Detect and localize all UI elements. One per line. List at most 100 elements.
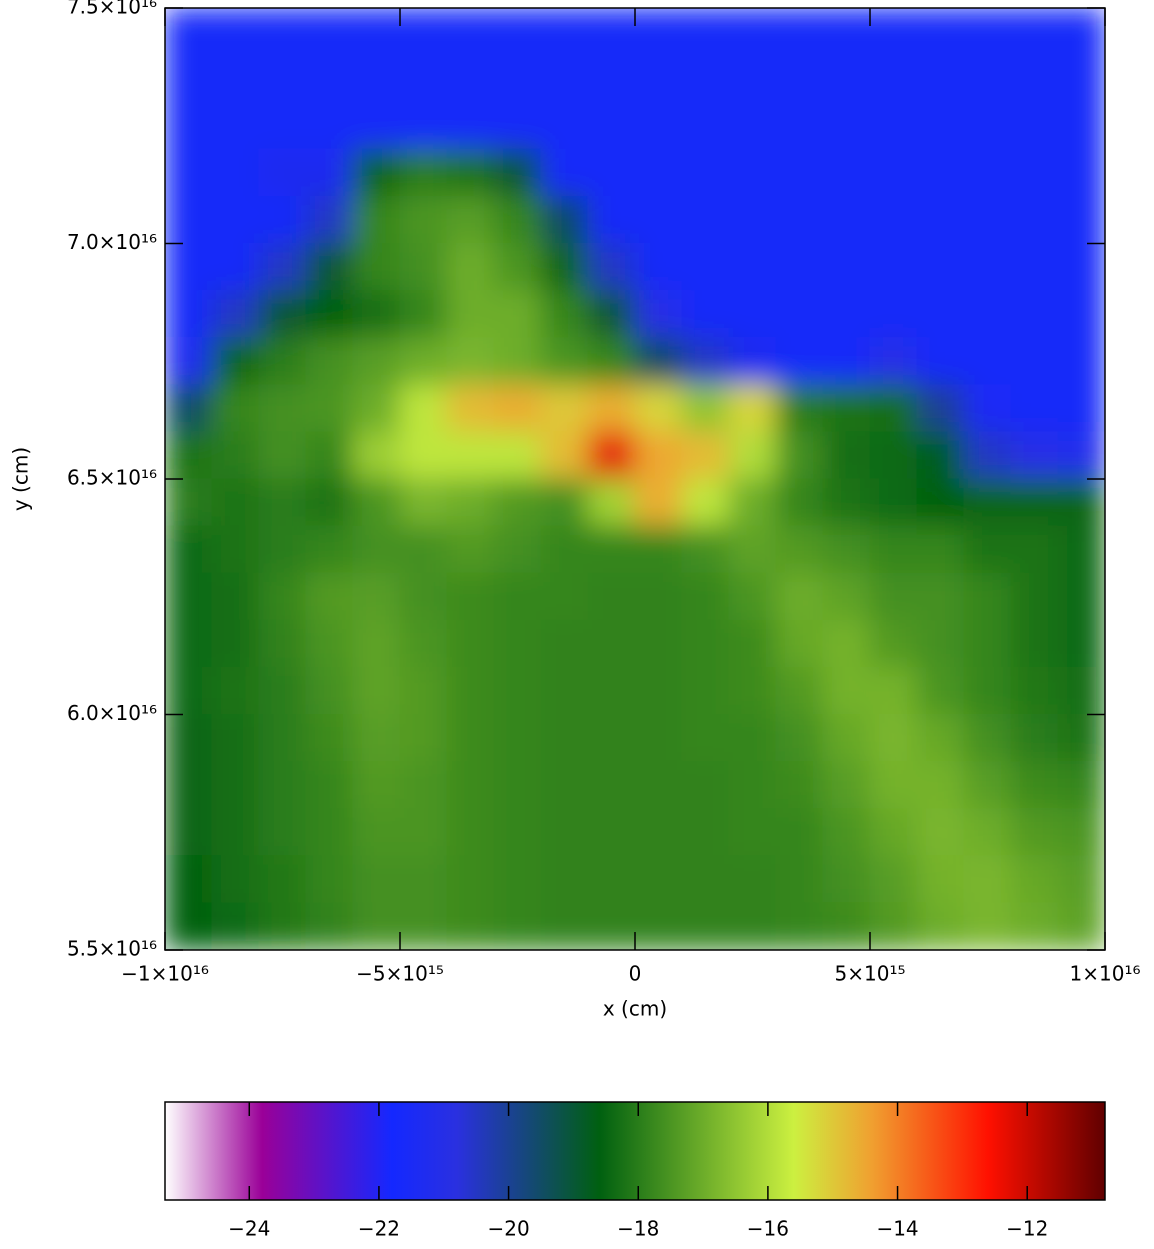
heatmap-cell [211, 101, 260, 150]
heatmap-cell [775, 431, 824, 480]
heatmap-cell [728, 243, 777, 292]
heatmap-cell [728, 761, 777, 810]
heatmap-cell [822, 666, 871, 715]
heatmap-cell [587, 666, 636, 715]
heatmap-cell [869, 337, 918, 386]
heatmap-cell [493, 101, 542, 150]
heatmap-cell [258, 8, 307, 56]
heatmap-cell [681, 572, 730, 621]
heatmap-cell [916, 54, 965, 103]
heatmap-cell [963, 572, 1012, 621]
heatmap-cell [211, 855, 260, 904]
heatmap-cell [352, 290, 401, 339]
y-tick-label: 7.5×10¹⁶ [67, 0, 157, 19]
heatmap-cell [728, 714, 777, 763]
heatmap-cell [775, 384, 824, 433]
heatmap-cell [822, 54, 871, 103]
heatmap-cell [822, 384, 871, 433]
heatmap-cell [822, 902, 871, 950]
heatmap-cell [1057, 666, 1105, 715]
heatmap-cell [211, 8, 260, 56]
heatmap-cell [775, 337, 824, 386]
heatmap-cell [305, 478, 354, 527]
heatmap-cell [446, 337, 495, 386]
heatmap-cell [869, 808, 918, 857]
heatmap-cell [634, 148, 683, 197]
colorbar-frame [164, 1101, 1106, 1201]
heatmap-cell [1057, 337, 1105, 386]
heatmap-cell [305, 666, 354, 715]
heatmap-cell [211, 714, 260, 763]
heatmap-cell [587, 148, 636, 197]
heatmap-cell [540, 54, 589, 103]
heatmap-cell [1010, 8, 1059, 56]
heatmap-cell [775, 714, 824, 763]
heatmap-cell [775, 195, 824, 244]
heatmap-cell [305, 525, 354, 574]
heatmap-cell [1057, 148, 1105, 197]
heatmap-cell [869, 902, 918, 950]
heatmap-cell [681, 243, 730, 292]
colorbar-fill [165, 1102, 1105, 1200]
x-tick-label: −1×10¹⁶ [121, 962, 209, 986]
heatmap-cell [258, 195, 307, 244]
heatmap-cell [446, 761, 495, 810]
heatmap-cell [446, 101, 495, 150]
heatmap-cell [1057, 54, 1105, 103]
heatmap-cell [728, 431, 777, 480]
heatmap-cell [1057, 384, 1105, 433]
heatmap-cell [822, 714, 871, 763]
heatmap-cell [916, 478, 965, 527]
heatmap-cell [963, 525, 1012, 574]
heatmap-cell [634, 619, 683, 668]
heatmap-cell [775, 290, 824, 339]
heatmap-cell [540, 572, 589, 621]
heatmap-cell [916, 525, 965, 574]
heatmap-cell [587, 714, 636, 763]
x-tick-label: 0 [629, 962, 642, 986]
heatmap-cell [775, 8, 824, 56]
heatmap-cell [1010, 290, 1059, 339]
heatmap-cell [869, 431, 918, 480]
heatmap-cell [728, 337, 777, 386]
heatmap-cell [775, 666, 824, 715]
heatmap-cell [869, 195, 918, 244]
heatmap-cell [165, 714, 213, 763]
heatmap-cell [352, 572, 401, 621]
heatmap-cell [963, 337, 1012, 386]
heatmap-cell [775, 243, 824, 292]
heatmap-cell [681, 478, 730, 527]
heatmap-cell [822, 290, 871, 339]
heatmap-cell [352, 384, 401, 433]
heatmap-cell [1010, 243, 1059, 292]
heatmap-cell [916, 195, 965, 244]
heatmap-cell [869, 525, 918, 574]
heatmap-cell [446, 431, 495, 480]
heatmap-cell [728, 808, 777, 857]
heatmap-cell [352, 54, 401, 103]
heatmap-cell [728, 478, 777, 527]
heatmap-cell [916, 337, 965, 386]
heatmap-cell [1057, 195, 1105, 244]
heatmap-cell [540, 808, 589, 857]
heatmap-cell [1057, 902, 1105, 950]
heatmap-cell [211, 384, 260, 433]
heatmap-cell [1057, 619, 1105, 668]
heatmap-cell [540, 148, 589, 197]
heatmap-cell [446, 384, 495, 433]
heatmap-cell [352, 714, 401, 763]
heatmap-cell [399, 572, 448, 621]
heatmap-cell [916, 902, 965, 950]
heatmap-cell [869, 290, 918, 339]
heatmap-cell [634, 101, 683, 150]
heatmap-cell [916, 855, 965, 904]
heatmap-cell [305, 714, 354, 763]
heatmap-cell [165, 384, 213, 433]
heatmap-cell [728, 525, 777, 574]
heatmap-cell [165, 290, 213, 339]
heatmap-cell [258, 148, 307, 197]
heatmap-cell [352, 431, 401, 480]
heatmap-cell [258, 619, 307, 668]
heatmap-cell [681, 431, 730, 480]
